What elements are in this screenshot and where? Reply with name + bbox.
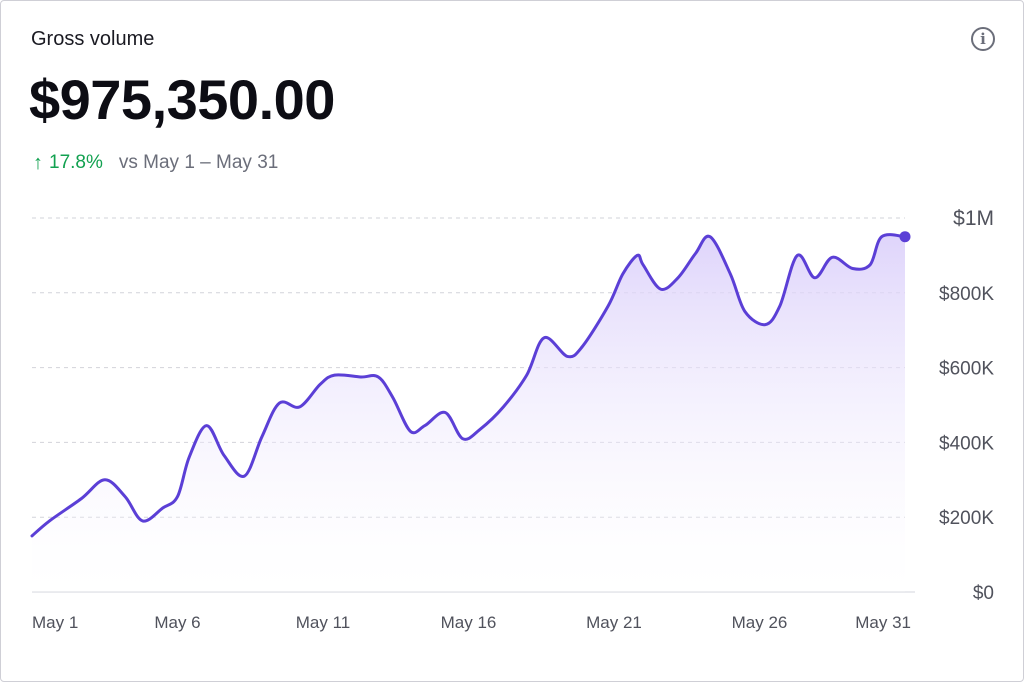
x-tick-label: May 11 bbox=[296, 613, 351, 632]
x-tick-label: May 6 bbox=[154, 613, 200, 632]
y-tick-label: $600K bbox=[939, 359, 994, 380]
y-tick-label: $400K bbox=[939, 433, 994, 454]
comparison-period: vs May 1 – May 31 bbox=[118, 152, 279, 173]
y-tick-label: $1M bbox=[953, 207, 994, 230]
x-tick-label: May 1 bbox=[32, 613, 78, 632]
series-line bbox=[30, 233, 907, 538]
x-axis-ticks: May 1 May 6 May 11 May 16 May 21 May 26 May 31 bbox=[32, 613, 911, 632]
info-icon[interactable]: i bbox=[971, 27, 995, 51]
x-tick-label: May 26 bbox=[732, 613, 788, 632]
area-fill bbox=[32, 234, 905, 592]
y-axis-ticks: $1M $800K $600K $400K $200K $0 bbox=[939, 207, 994, 604]
y-tick-label: $800K bbox=[939, 284, 994, 305]
y-tick-label: $0 bbox=[973, 583, 994, 604]
card-title: Gross volume bbox=[31, 28, 155, 50]
change-indicator: ↑ 17.8% vs May 1 – May 31 bbox=[33, 151, 278, 175]
x-tick-label: May 21 bbox=[586, 613, 642, 632]
x-tick-label: May 16 bbox=[441, 613, 497, 632]
series-end-marker[interactable] bbox=[899, 231, 911, 243]
y-tick-label: $200K bbox=[939, 508, 994, 529]
arrow-up-icon: ↑ bbox=[33, 151, 43, 174]
x-tick-label: May 31 bbox=[855, 613, 911, 632]
change-percentage: 17.8% bbox=[49, 152, 103, 173]
gross-volume-amount: $975,350.00 bbox=[29, 68, 335, 131]
